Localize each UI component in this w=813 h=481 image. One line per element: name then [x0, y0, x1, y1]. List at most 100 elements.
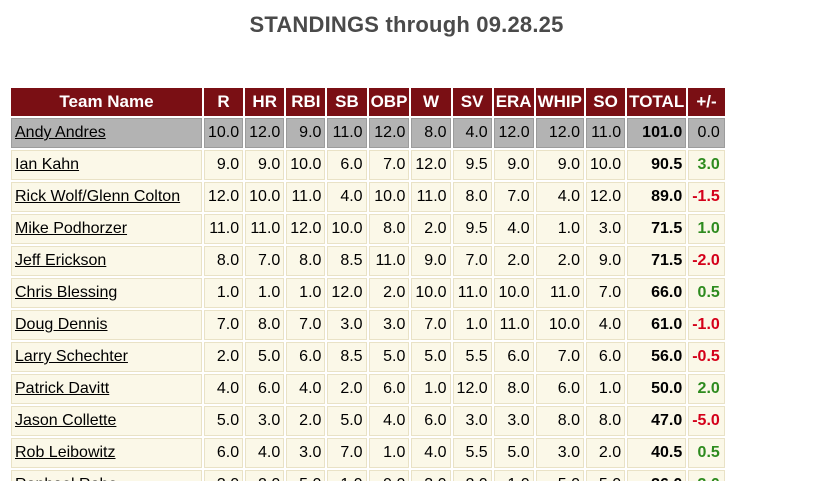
cell-diff: -0.5: [688, 342, 725, 372]
cell-whip: 5.0: [535, 470, 584, 481]
cell-era: 4.0: [493, 214, 534, 244]
cell-total: 89.0: [627, 182, 687, 212]
column-header-obp[interactable]: OBP: [368, 88, 410, 116]
cell-r: 10.0: [204, 118, 244, 148]
team-name-link[interactable]: Jason Collette: [15, 412, 117, 429]
table-row: Rick Wolf/Glenn Colton 12.0 10.0 11.0 4.…: [11, 182, 725, 212]
table-row: Patrick Davitt 4.0 6.0 4.0 2.0 6.0 1.0 1…: [11, 374, 725, 404]
team-name-link[interactable]: Mike Podhorzer: [15, 220, 128, 237]
cell-rbi: 9.0: [286, 118, 326, 148]
cell-obp: 10.0: [368, 182, 410, 212]
column-header-w[interactable]: W: [411, 88, 451, 116]
team-name-link[interactable]: Raphael Rabe: [15, 476, 117, 481]
cell-rbi: 11.0: [286, 182, 326, 212]
team-name-cell: Rick Wolf/Glenn Colton: [11, 182, 202, 212]
cell-sb: 3.0: [327, 310, 367, 340]
team-name-link[interactable]: Rick Wolf/Glenn Colton: [15, 188, 181, 205]
column-header-whip[interactable]: WHIP: [535, 88, 584, 116]
cell-rbi: 12.0: [286, 214, 326, 244]
cell-so: 5.0: [585, 470, 626, 481]
column-header-hr[interactable]: HR: [245, 88, 285, 116]
cell-obp: 9.0: [368, 470, 410, 481]
cell-so: 3.0: [585, 214, 626, 244]
column-header-team-name[interactable]: Team Name: [11, 88, 202, 116]
cell-total: 71.5: [627, 214, 687, 244]
cell-sv: 11.0: [452, 278, 492, 308]
cell-w: 11.0: [411, 182, 451, 212]
cell-hr: 7.0: [245, 246, 285, 276]
cell-hr: 10.0: [245, 182, 285, 212]
cell-obp: 2.0: [368, 278, 410, 308]
cell-sb: 8.5: [327, 342, 367, 372]
cell-whip: 10.0: [535, 310, 584, 340]
cell-sv: 7.0: [452, 246, 492, 276]
cell-era: 5.0: [493, 438, 534, 468]
cell-total: 56.0: [627, 342, 687, 372]
cell-diff: -1.5: [688, 182, 725, 212]
column-header-rbi[interactable]: RBI: [286, 88, 326, 116]
cell-hr: 11.0: [245, 214, 285, 244]
cell-era: 3.0: [493, 406, 534, 436]
cell-rbi: 8.0: [286, 246, 326, 276]
cell-diff: 0.5: [688, 438, 725, 468]
cell-hr: 5.0: [245, 342, 285, 372]
column-header-era[interactable]: ERA: [493, 88, 534, 116]
team-name-link[interactable]: Larry Schechter: [15, 348, 128, 365]
cell-obp: 8.0: [368, 214, 410, 244]
cell-sb: 12.0: [327, 278, 367, 308]
cell-sv: 3.0: [452, 406, 492, 436]
cell-whip: 12.0: [535, 118, 584, 148]
cell-so: 12.0: [585, 182, 626, 212]
team-name-cell: Mike Podhorzer: [11, 214, 202, 244]
cell-w: 8.0: [411, 118, 451, 148]
cell-r: 9.0: [204, 150, 244, 180]
column-header-total[interactable]: TOTAL: [627, 88, 687, 116]
header-row: Team Name R HR RBI SB OBP W SV ERA WHIP …: [11, 88, 725, 116]
team-name-link[interactable]: Doug Dennis: [15, 316, 108, 333]
cell-whip: 2.0: [535, 246, 584, 276]
team-name-cell: Rob Leibowitz: [11, 438, 202, 468]
column-header-diff[interactable]: +/-: [688, 88, 725, 116]
cell-diff: -1.0: [688, 310, 725, 340]
cell-r: 8.0: [204, 246, 244, 276]
column-header-sb[interactable]: SB: [327, 88, 367, 116]
table-row: Mike Podhorzer 11.0 11.0 12.0 10.0 8.0 2…: [11, 214, 725, 244]
cell-sb: 10.0: [327, 214, 367, 244]
cell-sv: 2.0: [452, 470, 492, 481]
team-name-link[interactable]: Jeff Erickson: [15, 252, 107, 269]
cell-whip: 8.0: [535, 406, 584, 436]
cell-sv: 9.5: [452, 150, 492, 180]
team-name-link[interactable]: Rob Leibowitz: [15, 444, 116, 461]
cell-w: 12.0: [411, 150, 451, 180]
cell-rbi: 2.0: [286, 406, 326, 436]
cell-whip: 9.0: [535, 150, 584, 180]
team-name-link[interactable]: Patrick Davitt: [15, 380, 110, 397]
cell-w: 1.0: [411, 374, 451, 404]
cell-sv: 4.0: [452, 118, 492, 148]
cell-obp: 6.0: [368, 374, 410, 404]
team-name-link[interactable]: Ian Kahn: [15, 156, 80, 173]
cell-era: 9.0: [493, 150, 534, 180]
cell-whip: 6.0: [535, 374, 584, 404]
cell-sb: 2.0: [327, 374, 367, 404]
cell-era: 6.0: [493, 342, 534, 372]
cell-obp: 7.0: [368, 150, 410, 180]
cell-w: 6.0: [411, 406, 451, 436]
table-row: Jeff Erickson 8.0 7.0 8.0 8.5 11.0 9.0 7…: [11, 246, 725, 276]
cell-r: 12.0: [204, 182, 244, 212]
cell-r: 3.0: [204, 470, 244, 481]
table-row: Doug Dennis 7.0 8.0 7.0 3.0 3.0 7.0 1.0 …: [11, 310, 725, 340]
column-header-so[interactable]: SO: [585, 88, 626, 116]
column-header-r[interactable]: R: [204, 88, 244, 116]
cell-sv: 12.0: [452, 374, 492, 404]
table-row: Ian Kahn 9.0 9.0 10.0 6.0 7.0 12.0 9.5 9…: [11, 150, 725, 180]
table-row: Andy Andres 10.0 12.0 9.0 11.0 12.0 8.0 …: [11, 118, 725, 148]
column-header-sv[interactable]: SV: [452, 88, 492, 116]
standings-table: Team Name R HR RBI SB OBP W SV ERA WHIP …: [9, 86, 727, 481]
team-name-link[interactable]: Andy Andres: [15, 124, 106, 141]
cell-sb: 5.0: [327, 406, 367, 436]
cell-era: 2.0: [493, 246, 534, 276]
team-name-link[interactable]: Chris Blessing: [15, 284, 118, 301]
cell-era: 8.0: [493, 374, 534, 404]
cell-diff: 1.0: [688, 214, 725, 244]
